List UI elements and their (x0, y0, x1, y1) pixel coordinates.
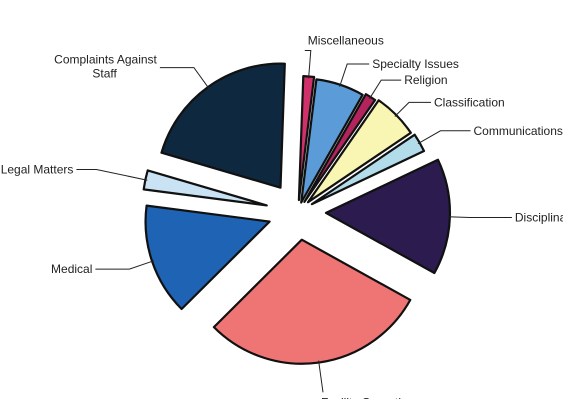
leader-line-facility-operations (318, 360, 324, 393)
pie-slices (142, 62, 452, 365)
leader-line-classification (394, 101, 431, 117)
slice-label-facility-operations: Facility Operations (321, 395, 420, 399)
slice-label-miscellaneous: Miscellaneous (308, 34, 384, 48)
leader-line-legal-matters (76, 169, 148, 181)
slice-label-classification: Classification (434, 95, 505, 109)
leader-line-disciplinary (447, 216, 512, 218)
pie-slice-complaints-against-staff (160, 62, 286, 189)
pie-slice-facility-operations (212, 238, 412, 365)
slice-label-communications: Communications (474, 124, 563, 138)
leader-line-medical (95, 260, 155, 270)
leader-line-specialty-issues (339, 63, 370, 87)
leader-lines (76, 50, 512, 393)
slice-label-medical: Medical (51, 262, 92, 276)
slice-labels: Miscellaneous Specialty Issues Religion Cla… (1, 34, 563, 399)
leader-line-complaints-against-staff (159, 67, 210, 89)
slice-label-disciplinary: Disciplinary (515, 211, 563, 225)
slice-label-legal-matters: Legal Matters (1, 163, 74, 177)
slice-label-specialty-issues: Specialty Issues (372, 57, 459, 71)
leader-line-religion (369, 79, 402, 99)
slice-label-complaints-against-staff: Complaints Against Staff (54, 53, 157, 81)
slice-label-religion: Religion (404, 73, 447, 87)
leader-line-miscellaneous (304, 50, 312, 79)
leader-line-communications (417, 130, 471, 145)
